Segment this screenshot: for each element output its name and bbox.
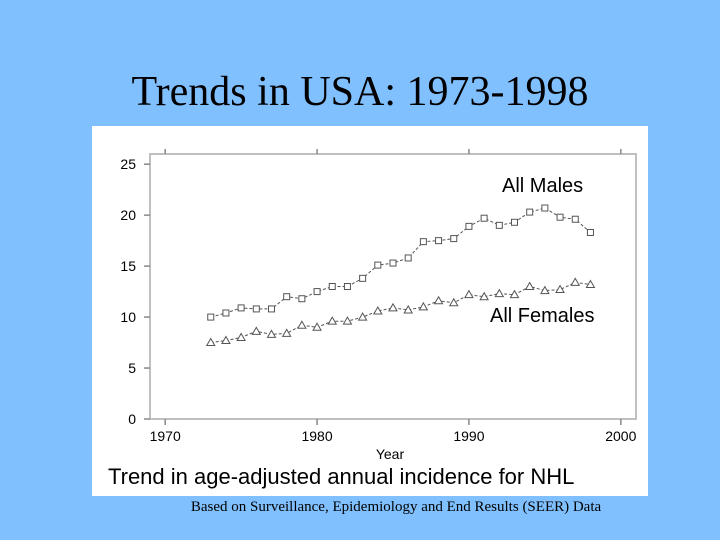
point-all-males-1994	[526, 208, 534, 216]
point-all-females-1984	[372, 305, 383, 315]
point-all-males-1977	[268, 305, 275, 313]
point-all-males-1979	[298, 295, 306, 303]
point-all-females-1993	[509, 289, 520, 299]
nhl-incidence-chart: 0 5 10 15 20 25 1970 1980 1990 2000 All Males Al…	[108, 149, 637, 489]
y-tick-label-15: 15	[120, 258, 136, 274]
point-all-males-1983	[359, 274, 367, 282]
point-all-females-1973	[205, 337, 216, 347]
point-all-females-1977	[266, 329, 277, 338]
point-all-males-1986	[404, 254, 412, 262]
point-all-males-1989	[450, 235, 458, 243]
y-tick-label-5: 5	[128, 360, 136, 376]
point-all-females-1990	[464, 289, 474, 299]
series-all-males	[207, 204, 594, 321]
point-all-males-1976	[252, 305, 260, 313]
series-all-females	[205, 277, 596, 347]
chart-caption: Trend in age-adjusted annual incidence f…	[108, 464, 574, 489]
point-all-males-1985	[389, 259, 397, 267]
point-all-females-1980	[312, 322, 322, 331]
point-all-males-1975	[237, 304, 245, 312]
point-all-females-1982	[342, 316, 353, 325]
plot-frame	[149, 153, 637, 420]
point-all-females-1994	[524, 281, 535, 290]
point-all-males-1992	[495, 221, 503, 229]
point-all-males-1996	[556, 213, 564, 221]
point-all-females-1981	[327, 316, 338, 325]
chart-panel: 0 5 10 15 20 25 1970 1980 1990 2000 All Males Al…	[92, 126, 648, 496]
point-all-females-1983	[357, 312, 368, 321]
annotation-all-males: All Males	[502, 175, 583, 197]
point-all-females-1975	[236, 332, 246, 341]
y-tick-label-25: 25	[120, 156, 136, 172]
point-all-males-1988	[435, 237, 443, 245]
point-all-females-1996	[555, 284, 565, 294]
source-note: Based on Surveillance, Epidemiology and …	[190, 499, 602, 515]
point-all-females-1974	[221, 335, 231, 345]
point-all-males-1978	[283, 293, 291, 301]
point-all-males-1995	[541, 204, 549, 212]
point-all-females-1997	[570, 277, 581, 286]
x-tick-label-1970: 1970	[150, 428, 181, 444]
y-tick-label-10: 10	[120, 309, 136, 325]
point-all-males-1980	[313, 288, 321, 296]
point-all-males-1997	[571, 215, 579, 223]
y-tick-label-0: 0	[128, 411, 136, 427]
point-all-females-1987	[418, 301, 429, 311]
point-all-females-1979	[297, 320, 307, 329]
point-all-males-1998	[586, 228, 594, 236]
point-all-males-1990	[465, 222, 473, 230]
point-all-males-1981	[328, 283, 336, 290]
point-all-males-1991	[480, 214, 488, 222]
point-all-females-1976	[251, 326, 262, 335]
point-all-males-1984	[374, 261, 382, 269]
x-tick-label-1990: 1990	[453, 428, 484, 444]
x-axis-label: Year	[376, 446, 405, 462]
point-all-males-1993	[511, 218, 518, 226]
point-all-males-1987	[419, 238, 427, 246]
x-tick-label-2000: 2000	[605, 428, 636, 444]
x-tick-label-1980: 1980	[301, 428, 332, 444]
point-all-females-1988	[433, 295, 444, 305]
point-all-males-1982	[343, 283, 351, 290]
point-all-females-1995	[540, 285, 550, 295]
slide-title: Trends in USA: 1973-1998	[131, 69, 589, 115]
point-all-males-1974	[222, 309, 230, 317]
point-all-females-1998	[585, 279, 596, 288]
point-all-females-1986	[403, 304, 414, 314]
point-all-females-1992	[494, 288, 505, 298]
point-all-females-1991	[479, 291, 489, 301]
point-all-females-1978	[281, 328, 292, 337]
annotation-all-females: All Females	[490, 305, 594, 327]
point-all-females-1989	[448, 297, 459, 307]
point-all-females-1985	[388, 302, 398, 312]
y-tick-label-20: 20	[120, 207, 136, 223]
point-all-males-1973	[207, 313, 215, 321]
